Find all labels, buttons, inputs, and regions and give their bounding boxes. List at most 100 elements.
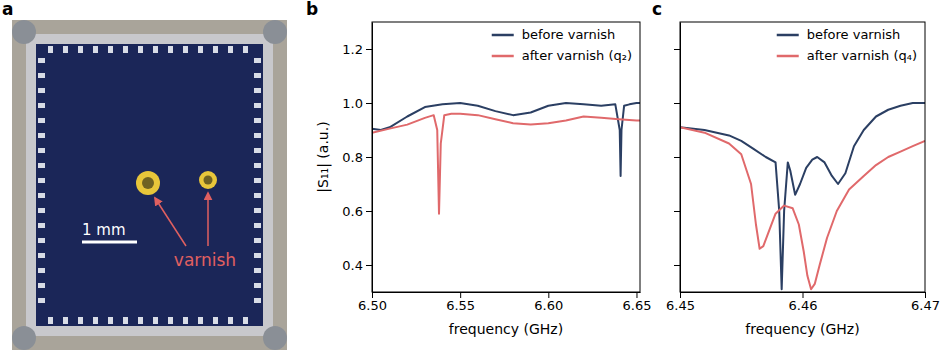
y-tick: 1.0 xyxy=(342,96,372,111)
y-tick-mark xyxy=(366,157,372,158)
bond-pad xyxy=(38,223,45,228)
annotation-arrow xyxy=(207,193,209,246)
bond-pad xyxy=(93,317,98,324)
bond-pad xyxy=(38,148,45,153)
bond-pad xyxy=(38,88,45,93)
bond-pad xyxy=(78,317,83,324)
bond-pad xyxy=(254,163,261,168)
y-tick-mark xyxy=(674,211,680,212)
legend-label: before varnish xyxy=(807,27,901,42)
bond-pad xyxy=(38,133,45,138)
x-tick: 6.55 xyxy=(446,292,475,313)
y-axis xyxy=(674,23,681,293)
legend-swatch xyxy=(492,34,514,37)
bond-pad xyxy=(254,193,261,198)
bond-pad xyxy=(38,298,45,303)
bond-pad xyxy=(38,268,45,273)
bond-pad xyxy=(213,317,218,324)
image-panel: a1 mmvarnish xyxy=(2,0,287,350)
bond-pad xyxy=(228,317,233,324)
bond-pad xyxy=(243,317,248,324)
bond-pad xyxy=(254,238,261,243)
bond-pad xyxy=(228,46,233,53)
mount-hole xyxy=(12,20,36,44)
bond-pad xyxy=(38,118,45,123)
mount-hole xyxy=(263,326,287,350)
x-tick-mark xyxy=(925,292,926,298)
scale-bar xyxy=(82,241,137,244)
bond-pad xyxy=(63,46,68,53)
x-tick: 6.45 xyxy=(666,292,695,313)
bond-pad xyxy=(168,317,173,324)
y-tick: 1.2 xyxy=(342,42,372,57)
x-axis: 6.506.556.606.65 xyxy=(358,292,651,313)
y-tick xyxy=(674,157,680,158)
x-tick-label: 6.50 xyxy=(358,298,387,313)
x-axis-title: frequency (GHz) xyxy=(449,321,563,337)
bond-pad xyxy=(138,317,143,324)
y-tick xyxy=(674,49,680,50)
panel-letter: b xyxy=(306,0,318,19)
figure: a1 mmvarnishb6.506.556.606.650.40.60.81.… xyxy=(0,0,951,355)
y-tick-mark xyxy=(366,211,372,212)
plot-frame xyxy=(680,22,925,292)
bond-pad xyxy=(63,317,68,324)
bond-pad xyxy=(198,317,203,324)
legend-label: after varnish (q₄) xyxy=(807,48,917,63)
scale-bar-label: 1 mm xyxy=(82,221,126,239)
bond-pad xyxy=(38,103,45,108)
legend-swatch xyxy=(777,34,799,37)
bond-pad xyxy=(168,46,173,53)
legend: before varnishafter varnish (q₂) xyxy=(492,27,632,63)
bond-pad xyxy=(108,46,113,53)
annotation-arrow xyxy=(155,198,186,246)
y-tick-mark xyxy=(674,157,680,158)
y-tick-mark xyxy=(366,103,372,104)
bond-pad xyxy=(254,73,261,78)
bond-pad xyxy=(38,58,45,63)
x-tick-mark xyxy=(803,292,804,298)
bond-pad xyxy=(153,317,158,324)
y-tick-label: 0.8 xyxy=(342,150,363,165)
y-tick xyxy=(674,103,680,104)
bond-pad xyxy=(254,223,261,228)
plot-area xyxy=(372,103,640,214)
bond-pad xyxy=(243,46,248,53)
bond-pad xyxy=(108,317,113,324)
y-tick-mark xyxy=(674,103,680,104)
bond-pad xyxy=(254,148,261,153)
legend-swatch xyxy=(492,55,514,58)
x-tick-label: 6.45 xyxy=(666,298,695,313)
x-tick-label: 6.47 xyxy=(911,298,940,313)
chart-panel: c6.456.466.47frequency (GHz)before varni… xyxy=(652,0,940,337)
bond-pad xyxy=(254,253,261,258)
x-tick-label: 6.46 xyxy=(789,298,818,313)
axis-line xyxy=(680,23,681,293)
y-tick: 0.4 xyxy=(342,258,372,273)
x-axis-title: frequency (GHz) xyxy=(745,321,859,337)
bond-pad xyxy=(254,208,261,213)
varnish-core xyxy=(204,176,213,185)
bond-pad xyxy=(123,46,128,53)
x-tick-mark xyxy=(636,292,637,298)
plot-frame xyxy=(372,22,640,292)
bond-pad xyxy=(38,73,45,78)
x-tick-mark xyxy=(680,292,681,298)
y-tick-label: 0.6 xyxy=(342,204,363,219)
bond-pad xyxy=(254,103,261,108)
axis-line xyxy=(372,23,373,293)
bond-pad xyxy=(38,283,45,288)
bond-pad xyxy=(38,178,45,183)
mount-hole xyxy=(12,326,36,350)
data-line xyxy=(372,114,640,214)
bond-pad xyxy=(254,268,261,273)
mount-hole xyxy=(263,20,287,44)
x-tick: 6.47 xyxy=(911,292,940,313)
bond-pad xyxy=(254,118,261,123)
data-line xyxy=(680,127,925,289)
bond-pad xyxy=(78,46,83,53)
plot-area xyxy=(680,103,925,289)
x-tick: 6.60 xyxy=(534,292,563,313)
bond-pad xyxy=(93,46,98,53)
x-tick: 6.50 xyxy=(358,292,387,313)
